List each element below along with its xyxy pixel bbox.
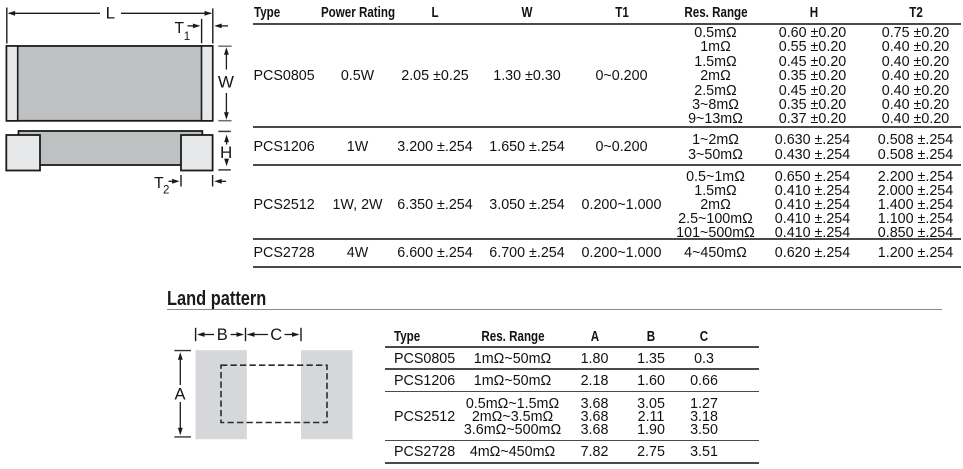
svg-text:T: T <box>154 175 164 192</box>
svg-text:2: 2 <box>163 184 169 196</box>
svg-text:C: C <box>270 326 282 344</box>
svg-text:W: W <box>218 72 234 91</box>
svg-text:B: B <box>217 326 228 344</box>
svg-text:A: A <box>174 386 185 404</box>
svg-text:T: T <box>174 20 184 37</box>
svg-text:L: L <box>106 4 115 23</box>
svg-text:H: H <box>220 143 232 162</box>
svg-text:1: 1 <box>184 31 190 43</box>
